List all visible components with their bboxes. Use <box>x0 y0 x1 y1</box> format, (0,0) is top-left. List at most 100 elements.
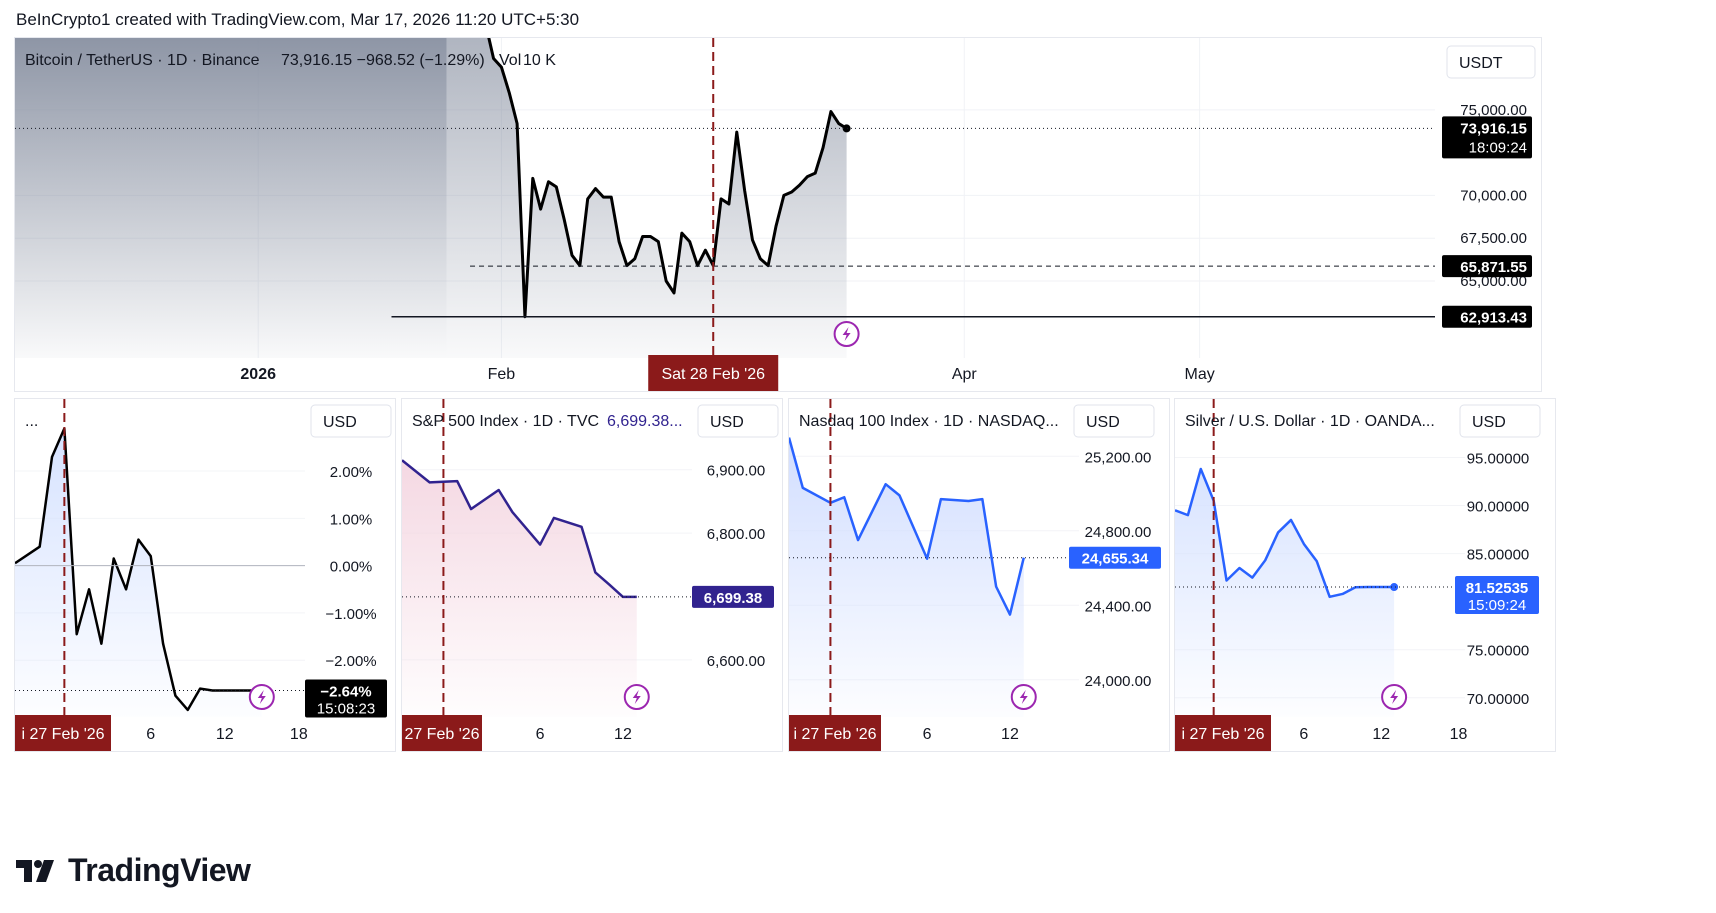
x-tick-label: May <box>1185 366 1215 383</box>
y-tick-label: 70.00000 <box>1467 691 1530 708</box>
currency-label: USD <box>1472 414 1506 431</box>
y-tick-label: 6,900.00 <box>707 463 765 480</box>
sp500-chart-panel[interactable]: 6,900.00 6,800.00 6,600.00 6,699.38 USD S&P 5… <box>401 398 783 752</box>
x-tick-label: Feb <box>488 366 516 383</box>
bitcoin-chart-panel[interactable]: 75,000.00 70,000.00 67,500.00 65,000.00 65,8… <box>14 0 1542 392</box>
tradingview-brand-text: TradingView <box>68 852 251 888</box>
y-tick-label: −2.00% <box>325 653 376 670</box>
sp500-chart[interactable]: 6,900.00 6,800.00 6,600.00 6,699.38 USD S&P 5… <box>401 399 782 751</box>
y-tick-label: 6,600.00 <box>707 653 765 670</box>
level-label-bg <box>1442 305 1532 328</box>
y-tick-label: 65,000.00 <box>1460 273 1527 290</box>
bitcoin-chart[interactable]: 75,000.00 70,000.00 67,500.00 65,000.0065,8… <box>15 0 1541 391</box>
currency-label: USD <box>1086 414 1120 431</box>
currency-button[interactable]: USD <box>310 404 392 438</box>
lightning-icon[interactable] <box>833 321 860 347</box>
last-value-label-bg <box>1069 546 1161 569</box>
last-price-dot <box>842 124 851 133</box>
y-tick-label: 6,800.00 <box>707 526 765 543</box>
x-tick-label: 12 <box>216 726 234 743</box>
series-area <box>1175 468 1395 717</box>
last-price-label-bg <box>1442 116 1532 159</box>
lightning-icon[interactable] <box>1010 684 1037 710</box>
crosshair-date-bg <box>1175 715 1271 751</box>
chart-title: Nasdaq 100 Index · 1D · NASDAQ... <box>799 413 1059 430</box>
y-tick-label: −1.00% <box>325 606 376 623</box>
x-tick-label: 2026 <box>240 366 276 383</box>
x-tick-label: Apr <box>952 366 978 383</box>
currency-label: USD <box>710 414 744 431</box>
lightning-icon[interactable] <box>623 684 650 710</box>
y-tick-label: 2.00% <box>330 464 373 481</box>
last-value-label-bg <box>1455 576 1539 615</box>
series-line <box>1174 467 1395 599</box>
series-line <box>401 459 637 599</box>
y-tick-label: 75,000.00 <box>1460 102 1527 119</box>
y-tick-label: 75.00000 <box>1467 643 1530 660</box>
last-price-label: 73,916.15 <box>1460 120 1527 137</box>
x-tick-label: 12 <box>1372 726 1390 743</box>
nasdaq100-chart[interactable]: 25,200.00 24,800.00 24,400.00 24,000.00 24,6… <box>787 399 1169 751</box>
countdown-label: 18:09:24 <box>1469 139 1527 156</box>
history-area <box>15 38 447 358</box>
last-value-label-bg <box>692 585 774 608</box>
currency-label: USDT <box>1459 55 1503 72</box>
y-tick-label: 70,000.00 <box>1460 187 1527 204</box>
y-tick-label: 0.00% <box>330 559 373 576</box>
level-label-bg <box>1442 255 1532 278</box>
silver-chart-panel[interactable]: 95.00000 90.00000 85.00000 75.00000 70.00000… <box>1174 398 1556 752</box>
y-tick-label: 95.00000 <box>1467 450 1530 467</box>
volume-value: 10 K <box>523 52 556 69</box>
currency-button[interactable]: USD <box>1073 404 1155 438</box>
crosshair-date-bg <box>789 715 881 751</box>
y-tick-label: 90.00000 <box>1467 499 1530 516</box>
y-tick-label: 1.00% <box>330 511 373 528</box>
attribution-header: BeInCrypto1 created with TradingView.com… <box>16 10 580 29</box>
percent-chart[interactable]: 2.00% 1.00% 0.00% −1.00% −2.00% −2.64%15:08:2… <box>14 399 395 751</box>
x-tick-label: 12 <box>614 726 632 743</box>
y-tick-label: 85.00000 <box>1467 547 1530 564</box>
percent-chart-panel[interactable]: 2.00% 1.00% 0.00% −1.00% −2.00% −2.64% 15:08:2… <box>14 398 396 752</box>
chart-title-value: 6,699.38... <box>607 413 683 430</box>
crosshair-date-bg <box>402 715 482 751</box>
series-area <box>15 428 262 717</box>
x-tick-label: 6 <box>536 726 545 743</box>
nasdaq100-chart-panel[interactable]: 25,200.00 24,800.00 24,400.00 24,000.00 24,6… <box>787 398 1170 752</box>
x-tick-label: 18 <box>1450 726 1468 743</box>
price-line <box>480 0 848 319</box>
x-tick-label: 6 <box>923 726 932 743</box>
x-tick-label: 6 <box>1299 726 1308 743</box>
x-tick-label: 6 <box>146 726 155 743</box>
countdown-label: 15:08:23 <box>317 701 375 718</box>
crosshair-date-label: i 27 Feb '26 <box>793 726 876 743</box>
last-value-label: 24,655.34 <box>1082 551 1149 568</box>
currency-label: USD <box>323 414 357 431</box>
chart-title: Silver / U.S. Dollar · 1D · OANDA... <box>1185 413 1435 430</box>
last-value-label-bg <box>305 679 387 718</box>
silver-chart[interactable]: 95.00000 90.00000 85.00000 75.00000 70.00000… <box>1174 399 1555 751</box>
x-tick-label: 18 <box>290 726 308 743</box>
x-tick-label: 12 <box>1001 726 1019 743</box>
currency-button[interactable]: USD <box>697 404 779 438</box>
tradingview-logo-icon <box>16 859 54 882</box>
level-label: 65,871.55 <box>1460 259 1527 276</box>
series-area <box>789 437 1024 717</box>
last-value-label: 81.52535 <box>1466 580 1529 597</box>
lightning-icon[interactable] <box>1381 684 1408 710</box>
y-tick-label: 67,500.00 <box>1460 230 1527 247</box>
crosshair-date-bg <box>15 715 111 751</box>
last-value-label: 6,699.38 <box>704 590 762 607</box>
lightning-icon[interactable] <box>248 684 275 710</box>
y-tick-label: 25,200.00 <box>1085 449 1152 466</box>
volume-label: Vol <box>499 52 521 69</box>
crosshair-date-label: i 27 Feb '26 <box>1181 726 1264 743</box>
chart-title: ... <box>25 413 38 430</box>
crosshair-date-label: 27 Feb '26 <box>404 726 479 743</box>
series-area <box>402 460 637 717</box>
tradingview-logo[interactable]: TradingView <box>16 852 251 889</box>
last-value-label: −2.64% <box>320 684 371 701</box>
currency-button[interactable]: USD <box>1459 404 1541 438</box>
chart-title: S&P 500 Index · 1D · TVC <box>412 413 599 430</box>
y-tick-label: 24,800.00 <box>1085 524 1152 541</box>
currency-button[interactable]: USDT <box>1446 45 1536 79</box>
